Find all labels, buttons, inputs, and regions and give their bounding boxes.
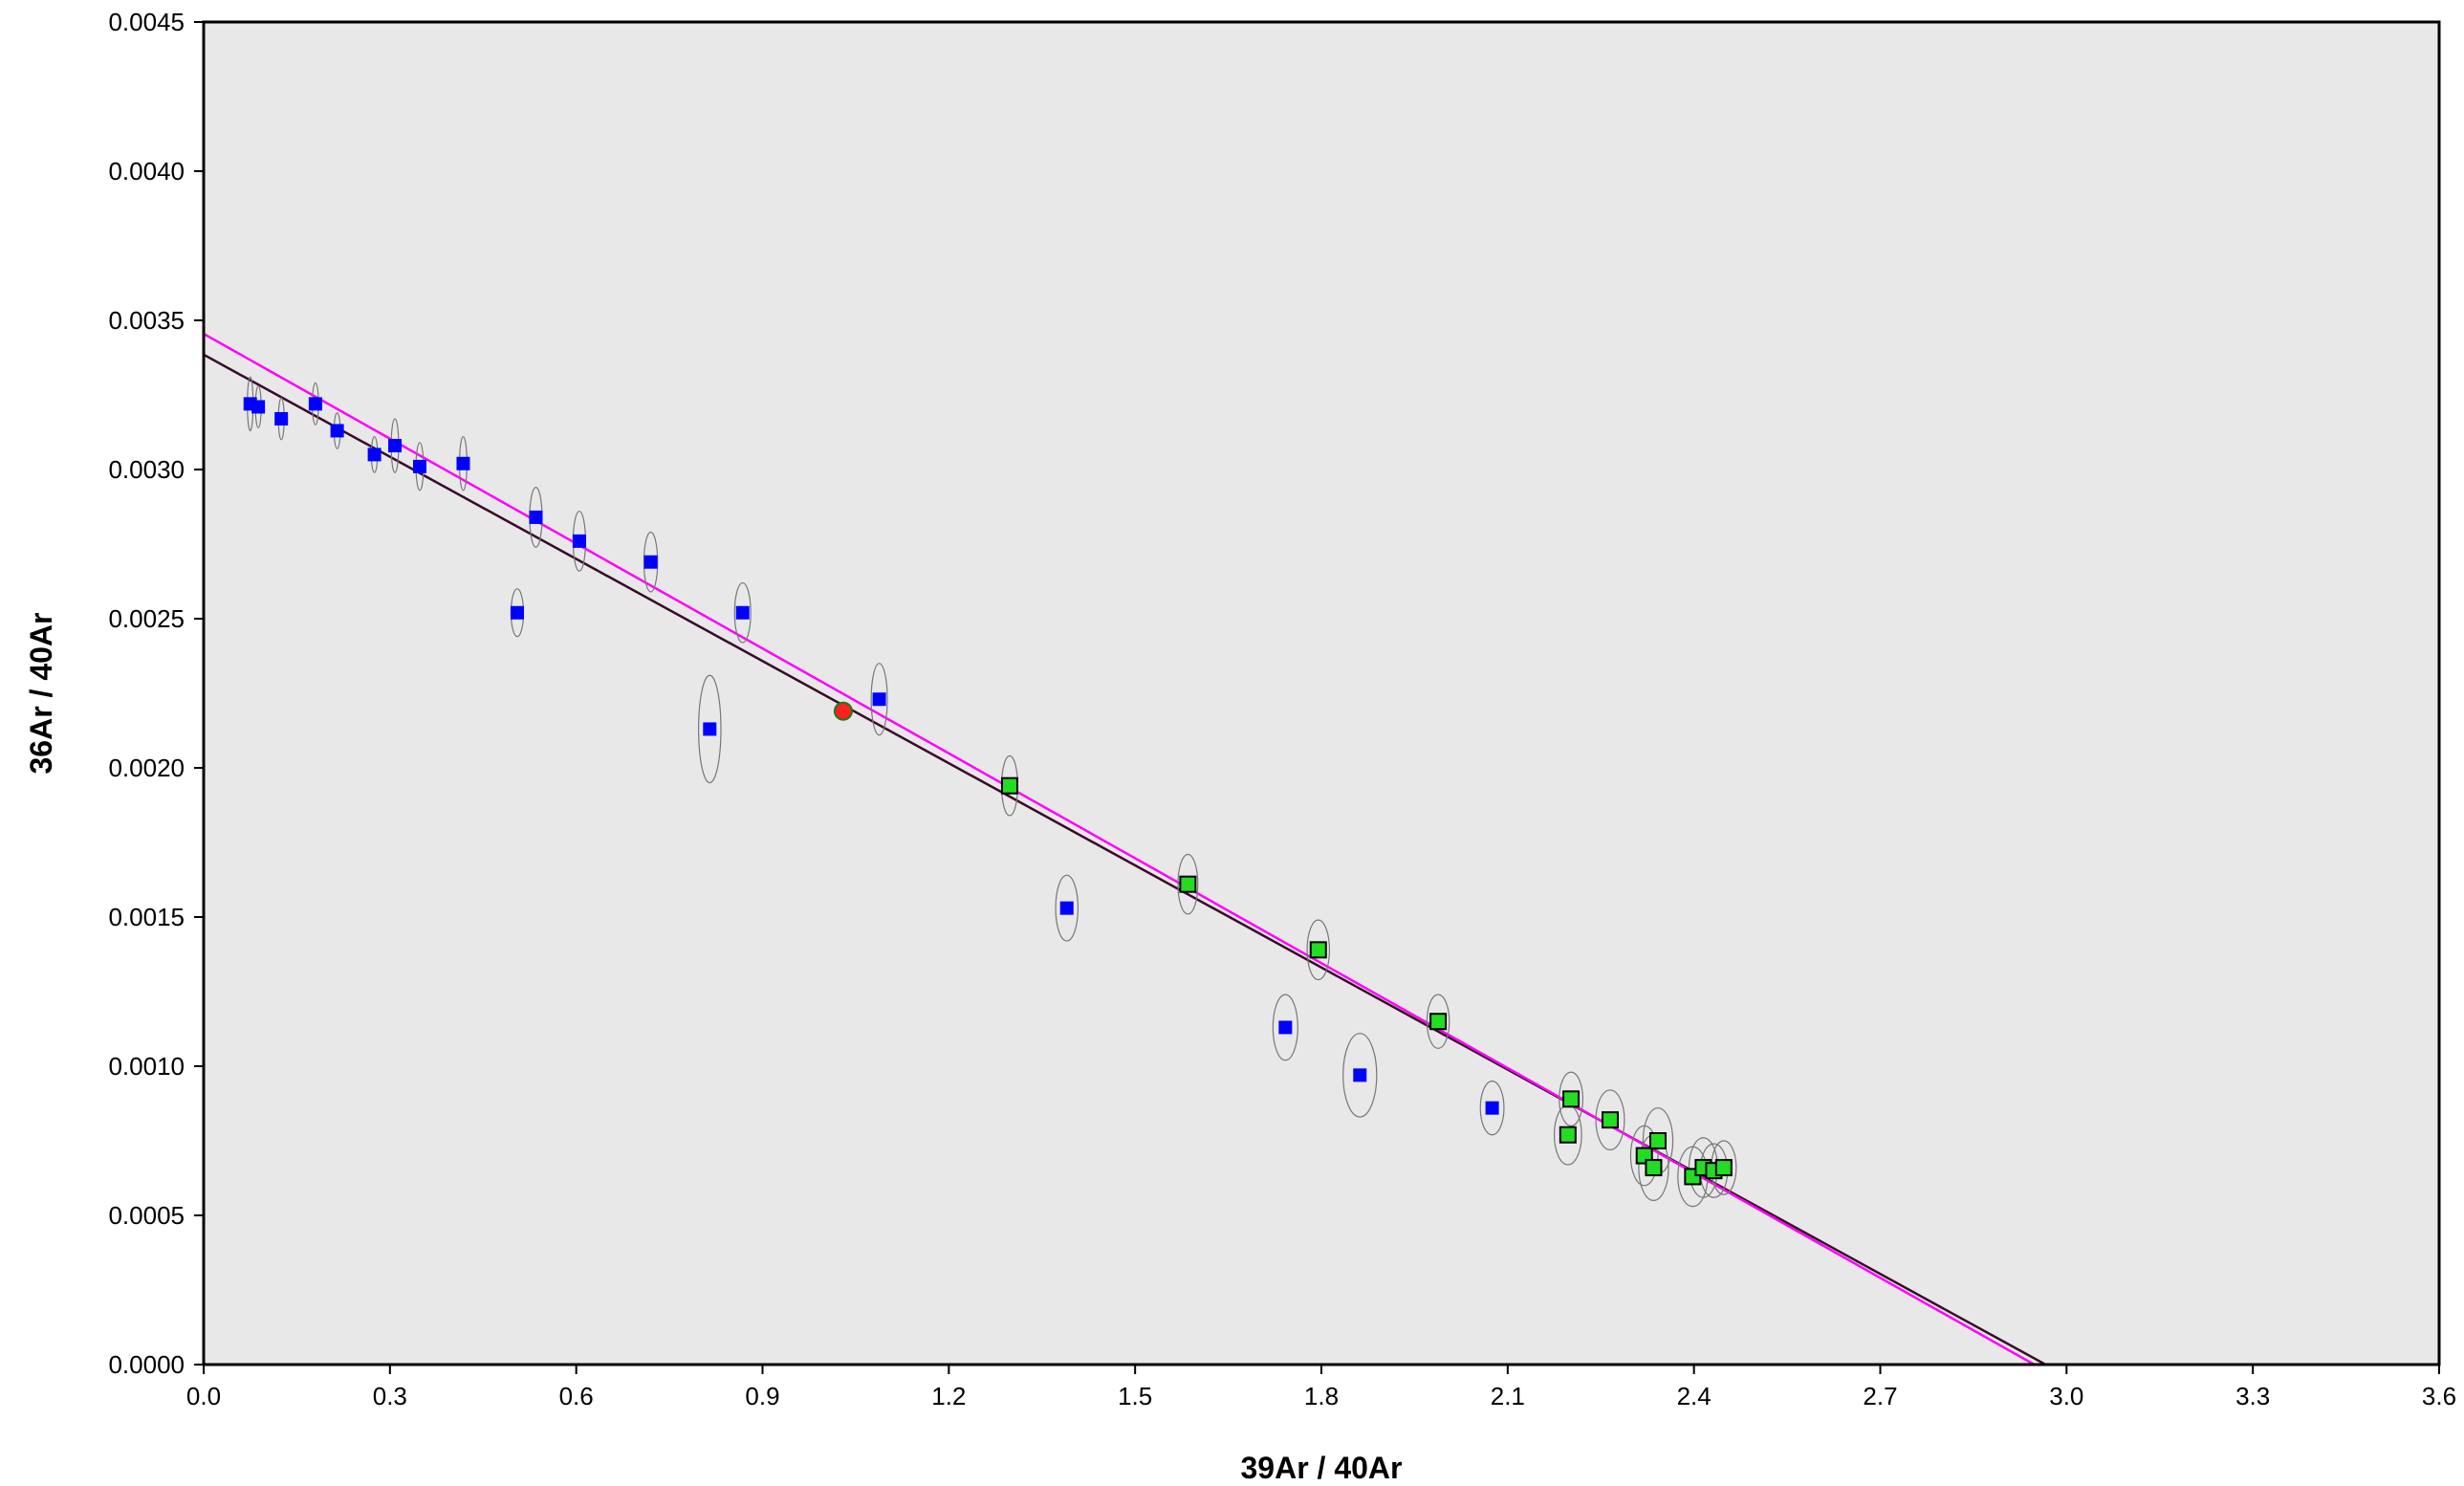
data-point-excluded (1353, 1068, 1367, 1082)
error-ellipse (1342, 1033, 1378, 1118)
y-tick-label: 0.0025 (108, 604, 185, 633)
x-tick-label: 0.9 (745, 1382, 779, 1410)
data-point-included (1309, 941, 1327, 959)
data-point-included (1559, 1125, 1577, 1144)
error-ellipse (1055, 874, 1079, 942)
data-point-excluded (510, 605, 524, 620)
data-point-included (1429, 1013, 1448, 1031)
data-point-excluded (703, 722, 717, 736)
data-point-excluded (1059, 901, 1074, 915)
data-point-excluded (735, 605, 750, 620)
data-point-excluded (529, 510, 543, 524)
y-tick-label: 0.0045 (108, 8, 185, 36)
data-point-excluded (251, 400, 266, 414)
y-tick-label: 0.0015 (108, 903, 185, 931)
data-point-excluded (643, 555, 658, 569)
data-point-included (1179, 875, 1197, 893)
y-tick-label: 0.0010 (108, 1052, 185, 1081)
regression-line-1 (204, 353, 2049, 1365)
x-tick-label: 3.3 (2235, 1382, 2270, 1410)
x-tick-label: 0.0 (186, 1382, 221, 1410)
x-tick-label: 3.6 (2422, 1382, 2456, 1410)
error-ellipse (733, 581, 752, 644)
data-point-included (1562, 1090, 1581, 1108)
data-point-excluded (330, 424, 344, 438)
error-ellipse (698, 674, 722, 784)
error-ellipse (1479, 1081, 1505, 1136)
x-tick-label: 0.3 (373, 1382, 407, 1410)
data-point-excluded (1485, 1101, 1499, 1115)
data-point-included (1648, 1132, 1667, 1149)
error-ellipse (1272, 994, 1298, 1061)
data-point-excluded (1278, 1020, 1293, 1035)
x-tick-label: 0.6 (559, 1382, 594, 1410)
data-point-excluded (572, 534, 586, 548)
error-ellipse (1595, 1089, 1625, 1150)
error-ellipse (1559, 1071, 1584, 1126)
error-ellipse (1177, 853, 1199, 915)
data-point-excluded (872, 692, 886, 707)
data-point-excluded (274, 411, 289, 426)
y-tick-label: 0.0005 (108, 1201, 185, 1230)
error-ellipse (643, 531, 659, 593)
error-ellipse (870, 663, 888, 736)
error-ellipse (1306, 919, 1331, 981)
x-tick-label: 1.5 (1118, 1382, 1152, 1410)
data-point-excluded (456, 456, 470, 470)
data-point-included (1714, 1159, 1733, 1177)
y-tick-label: 0.0040 (108, 157, 185, 186)
error-ellipse (1426, 994, 1450, 1049)
data-point-included (1601, 1111, 1619, 1129)
data-point-excluded (367, 448, 382, 462)
data-point-special (833, 701, 853, 721)
y-tick-label: 0.0030 (108, 455, 185, 484)
data-point-included (1000, 776, 1018, 795)
data-point-included (1645, 1159, 1663, 1177)
x-tick-label: 1.2 (931, 1382, 966, 1410)
plot-background (204, 22, 2439, 1365)
y-tick-label: 0.0035 (108, 306, 185, 335)
data-point-excluded (308, 397, 322, 411)
x-tick-label: 3.0 (2049, 1382, 2083, 1410)
y-tick-label: 0.0000 (108, 1350, 185, 1379)
x-tick-label: 1.8 (1304, 1382, 1339, 1410)
x-tick-label: 2.4 (1677, 1382, 1712, 1410)
data-point-excluded (388, 439, 403, 453)
y-tick-label: 0.0020 (108, 754, 185, 782)
y-axis-label: 36Ar / 40Ar (24, 613, 58, 775)
x-tick-label: 2.7 (1863, 1382, 1897, 1410)
regression-line-2 (204, 332, 2038, 1365)
data-point-excluded (413, 459, 427, 473)
x-axis-label: 39Ar / 40Ar (1241, 1451, 1403, 1485)
x-tick-label: 2.1 (1491, 1382, 1525, 1410)
